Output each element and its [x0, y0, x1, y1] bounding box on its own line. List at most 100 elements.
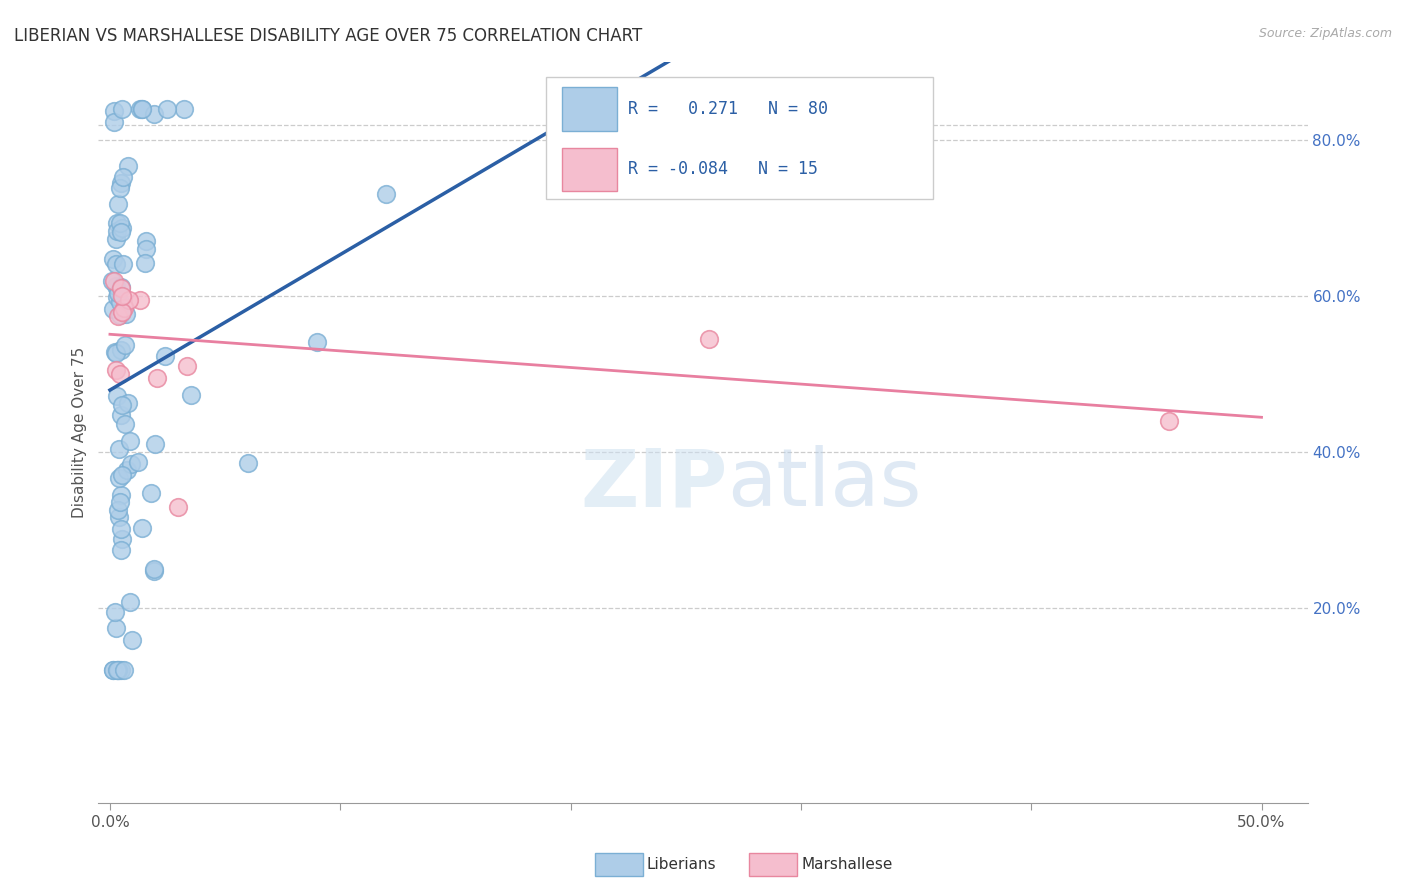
- Point: [110, 343, 132, 358]
- Point: [108, 510, 131, 524]
- Point: [105, 216, 128, 230]
- Point: [131, 102, 153, 116]
- Point: [118, 293, 141, 307]
- Point: [101, 252, 124, 266]
- Point: [104, 231, 127, 245]
- Point: [111, 102, 134, 116]
- Point: [114, 417, 136, 432]
- Point: [110, 468, 132, 483]
- Point: [107, 502, 129, 516]
- Point: [131, 521, 153, 535]
- Text: LIBERIAN VS MARSHALLESE DISABILITY AGE OVER 75 CORRELATION CHART: LIBERIAN VS MARSHALLESE DISABILITY AGE O…: [14, 27, 643, 45]
- Point: [155, 102, 177, 116]
- Point: [110, 176, 132, 190]
- Point: [112, 257, 135, 271]
- Point: [111, 305, 134, 319]
- Text: Marshallese: Marshallese: [801, 857, 893, 871]
- Point: [114, 338, 136, 352]
- Point: [107, 309, 129, 323]
- Point: [117, 396, 139, 410]
- Point: [108, 308, 131, 322]
- Point: [108, 216, 131, 230]
- Point: [105, 663, 128, 677]
- Text: atlas: atlas: [727, 445, 921, 524]
- Point: [110, 367, 132, 381]
- Y-axis label: Disability Age Over 75: Disability Age Over 75: [72, 347, 87, 518]
- Point: [117, 159, 139, 173]
- Point: [103, 274, 125, 288]
- Point: [108, 494, 131, 508]
- Point: [108, 663, 131, 677]
- Point: [112, 663, 135, 677]
- Point: [110, 408, 132, 422]
- Point: [107, 285, 129, 300]
- Point: [111, 289, 134, 303]
- Point: [110, 281, 132, 295]
- Point: [105, 663, 128, 677]
- Point: [173, 102, 195, 116]
- Point: [115, 308, 138, 322]
- Point: [121, 633, 143, 648]
- Point: [131, 102, 153, 116]
- Point: [697, 332, 720, 346]
- Point: [127, 455, 149, 469]
- Point: [105, 279, 128, 293]
- Point: [143, 565, 166, 579]
- Point: [236, 456, 259, 470]
- Text: ZIP: ZIP: [579, 445, 727, 524]
- Point: [104, 344, 127, 359]
- Point: [375, 187, 398, 202]
- Point: [139, 486, 162, 500]
- Point: [101, 302, 124, 317]
- Point: [108, 294, 131, 309]
- Point: [180, 388, 202, 402]
- Point: [118, 434, 141, 448]
- FancyBboxPatch shape: [561, 87, 617, 130]
- Point: [110, 663, 132, 677]
- Point: [105, 290, 128, 304]
- Point: [110, 225, 132, 239]
- Point: [166, 500, 188, 514]
- Point: [115, 463, 138, 477]
- FancyBboxPatch shape: [546, 78, 932, 200]
- Point: [112, 301, 135, 315]
- Point: [176, 359, 198, 374]
- Point: [105, 346, 128, 360]
- Point: [135, 235, 157, 249]
- Point: [110, 542, 132, 557]
- Point: [105, 621, 128, 635]
- Text: Liberians: Liberians: [647, 857, 717, 871]
- Text: R = -0.084   N = 15: R = -0.084 N = 15: [628, 161, 818, 178]
- Point: [128, 102, 150, 116]
- Point: [128, 293, 150, 307]
- Point: [134, 256, 156, 270]
- Text: R =   0.271   N = 80: R = 0.271 N = 80: [628, 100, 828, 118]
- Point: [105, 389, 128, 403]
- Point: [143, 436, 166, 450]
- Point: [110, 488, 132, 502]
- Point: [120, 457, 142, 471]
- Point: [104, 605, 127, 619]
- Point: [143, 107, 166, 121]
- Point: [108, 442, 131, 456]
- Point: [107, 197, 129, 211]
- Point: [103, 663, 125, 677]
- Point: [110, 280, 132, 294]
- Point: [1159, 414, 1181, 428]
- Point: [108, 181, 131, 195]
- Point: [111, 532, 134, 546]
- Point: [153, 349, 176, 363]
- Point: [103, 103, 125, 118]
- Point: [104, 257, 127, 271]
- Point: [101, 663, 124, 677]
- Point: [105, 224, 128, 238]
- Text: Source: ZipAtlas.com: Source: ZipAtlas.com: [1258, 27, 1392, 40]
- Point: [111, 221, 134, 235]
- FancyBboxPatch shape: [561, 147, 617, 191]
- Point: [101, 274, 124, 288]
- Point: [111, 398, 134, 412]
- Point: [103, 115, 125, 129]
- Point: [107, 663, 129, 677]
- Point: [112, 170, 135, 185]
- Point: [143, 562, 166, 576]
